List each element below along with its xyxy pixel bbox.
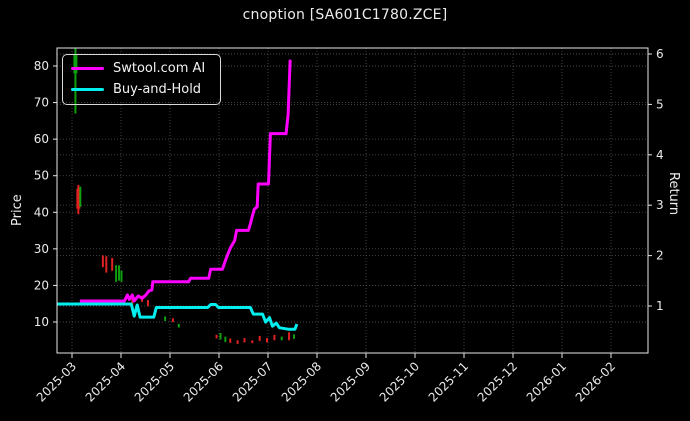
price-tick-label: 60 [34, 132, 49, 146]
return-tick-label: 2 [656, 249, 664, 263]
series-line-buy-and-hold [56, 302, 299, 331]
plot-frame [56, 47, 649, 354]
legend: Swtool.com AI Buy-and-Hold [62, 54, 221, 105]
return-tick-label: 1 [656, 299, 664, 313]
price-tick-label: 20 [34, 278, 49, 292]
date-tick-label: 2025-04 [83, 359, 128, 404]
date-tick-label: 2026-01 [524, 359, 569, 404]
return-tick-label: 3 [656, 198, 664, 212]
date-tick-label: 2025-10 [377, 359, 422, 404]
chart-title: cnoption [SA601C1780.ZCE] [242, 7, 448, 23]
return-tick-label: 6 [656, 47, 664, 61]
return-tick-label: 4 [656, 148, 664, 162]
legend-entry-buy-and-hold: Buy-and-Hold [71, 80, 212, 99]
legend-line-swatch-ai [71, 66, 104, 71]
price-tick-label: 40 [34, 205, 49, 219]
grid-lines [57, 48, 648, 353]
price-tick-label: 70 [34, 96, 49, 110]
price-tick-label: 80 [34, 59, 49, 73]
right-axis-label: Return [666, 172, 681, 216]
return-tick-label: 5 [656, 97, 664, 111]
series-line-swtool-com-ai [79, 59, 293, 303]
date-tick-label: 2025-03 [34, 359, 79, 404]
date-tick-label: 2025-07 [230, 359, 275, 404]
date-tick-label: 2026-02 [573, 359, 618, 404]
legend-entry-ai: Swtool.com AI [71, 59, 212, 78]
date-tick-label: 2025-09 [328, 359, 373, 404]
date-tick-label: 2025-11 [426, 359, 471, 404]
date-tick-label: 2025-05 [132, 359, 177, 404]
legend-label-buy-and-hold: Buy-and-Hold [113, 82, 202, 97]
legend-line-swatch-buy-and-hold [71, 87, 104, 92]
price-tick-label: 10 [34, 315, 49, 329]
price-tick-label: 30 [34, 242, 49, 256]
left-axis-label: Price [10, 194, 25, 226]
date-tick-label: 2025-12 [475, 359, 520, 404]
date-tick-label: 2025-08 [279, 359, 324, 404]
date-tick-label: 2025-06 [181, 359, 226, 404]
legend-label-ai: Swtool.com AI [113, 61, 206, 76]
price-tick-label: 50 [34, 169, 49, 183]
